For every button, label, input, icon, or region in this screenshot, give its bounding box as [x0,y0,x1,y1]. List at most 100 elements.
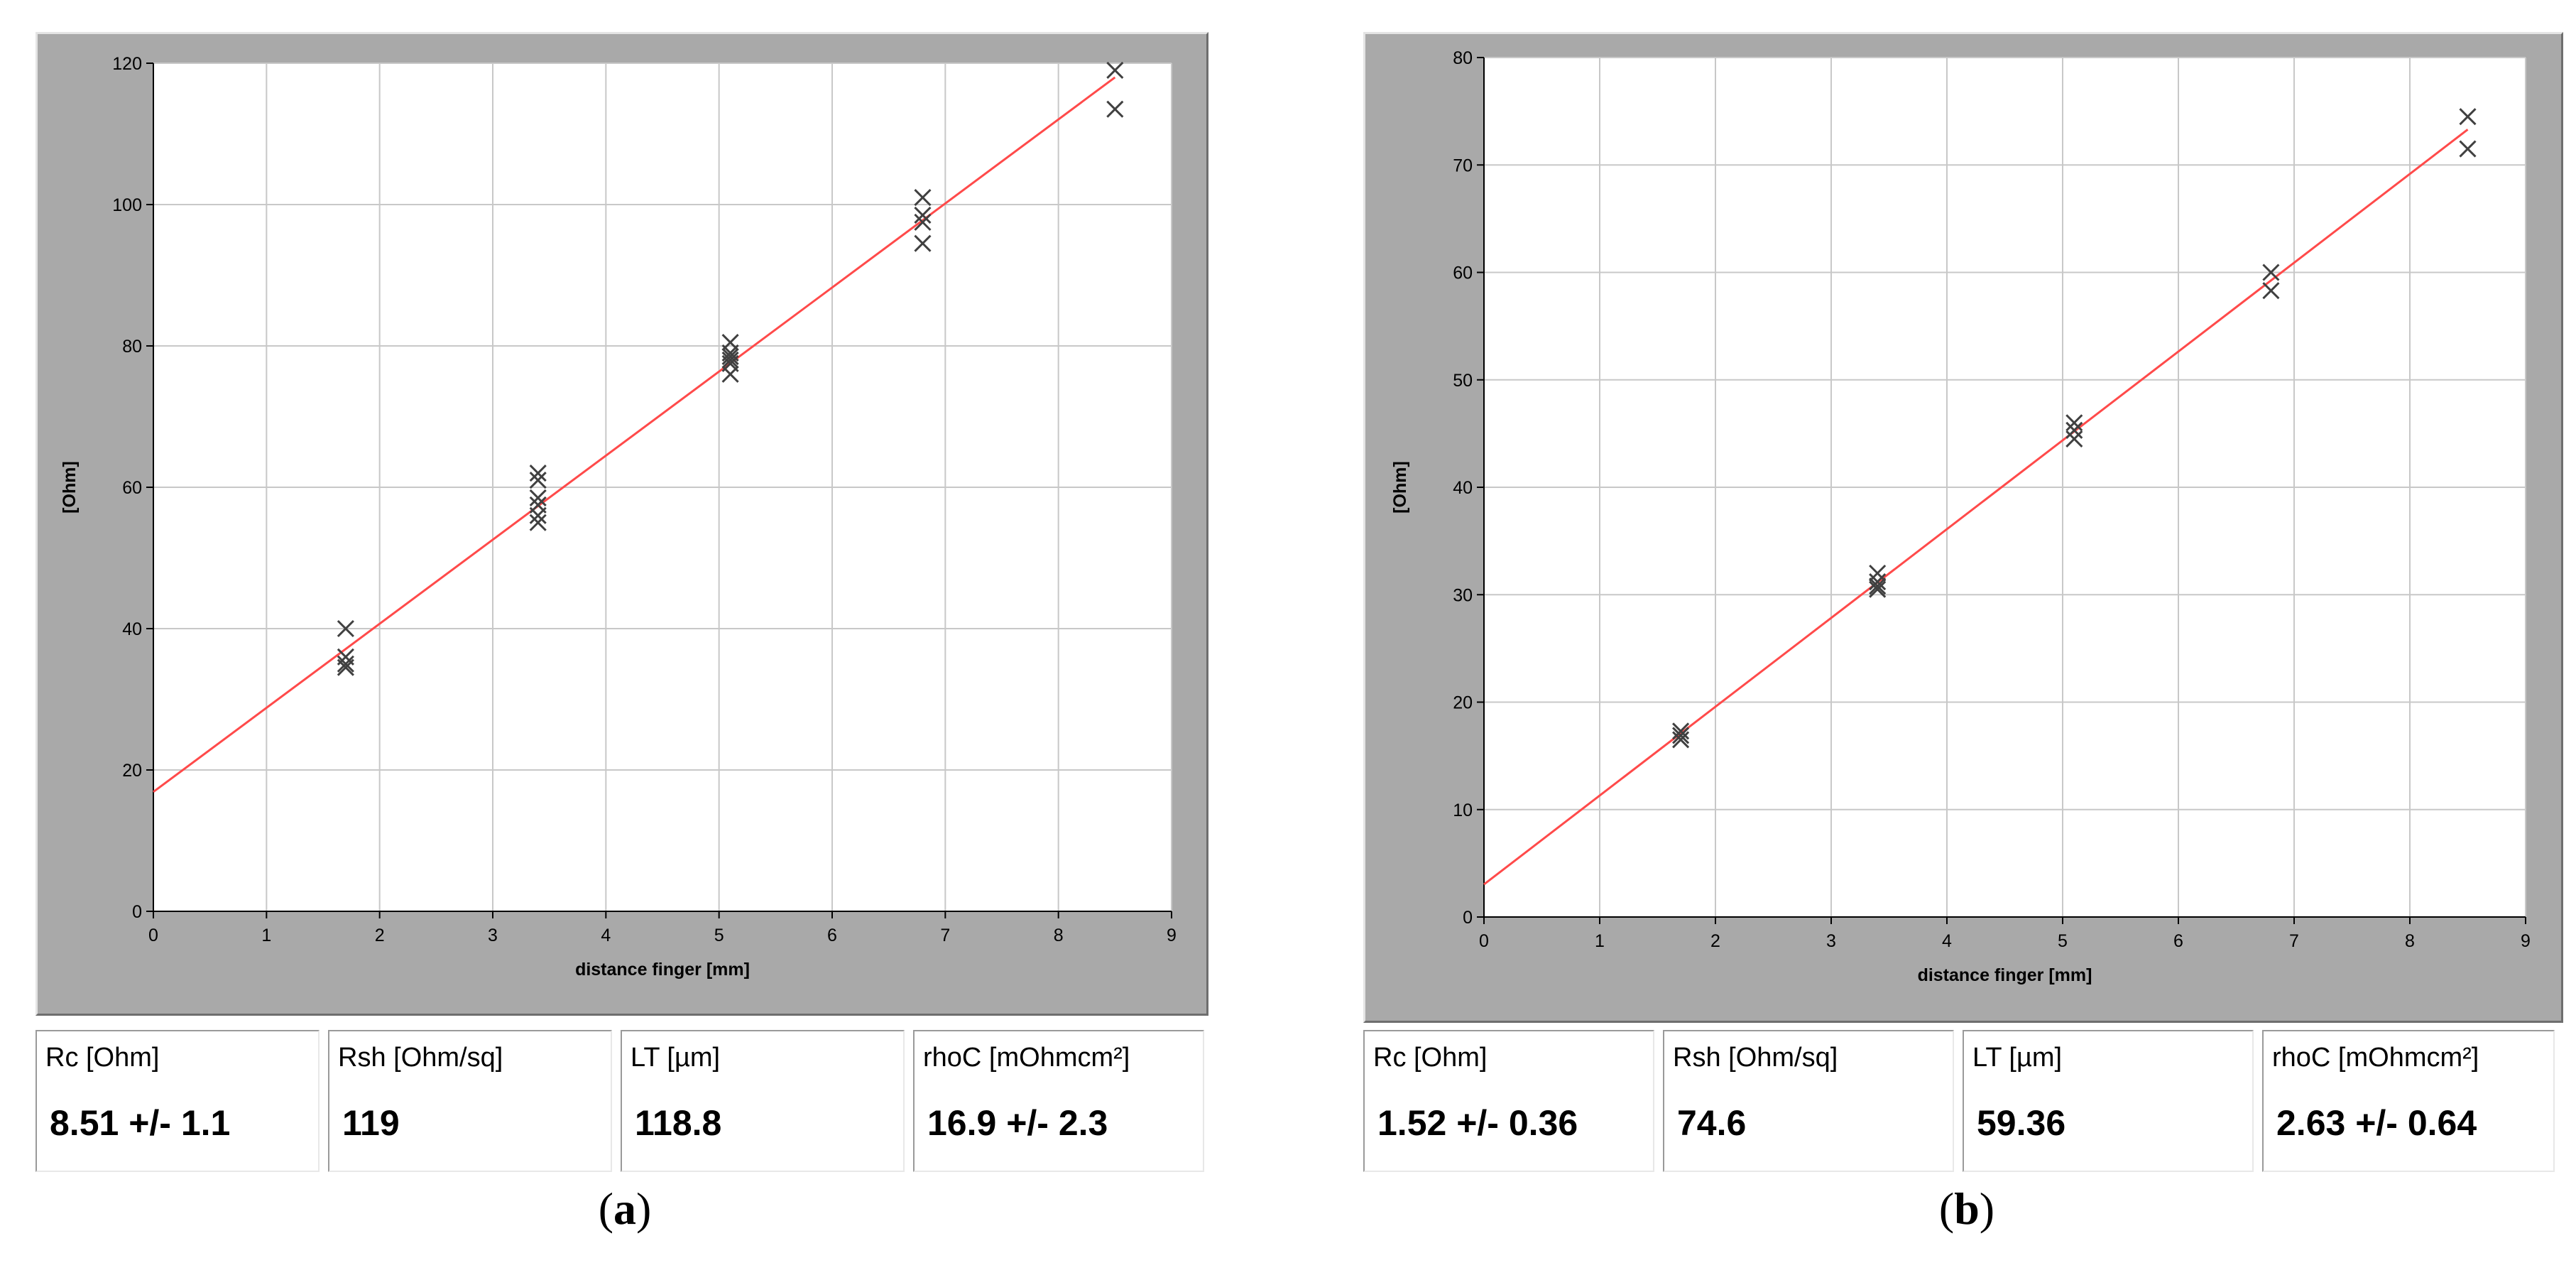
y-tick-label: 50 [1453,371,1473,391]
x-axis-label: distance finger [mm] [1918,965,2092,985]
stat-label: Rc [Ohm] [45,1043,160,1073]
chart-panel-a: 0 1 2 3 4 5 6 7 8 9 0 20 40 60 80 100 120 distance finger… [0,0,1278,1275]
stat-rc-a: Rc [Ohm] 8.51 +/- 1.1 [36,1030,320,1172]
stat-rc-b: Rc [Ohm] 1.52 +/- 0.36 [1363,1030,1654,1172]
plot-area-b: 0 1 2 3 4 5 6 7 8 9 0 10 20 30 40 50 60 70 80 distance fing… [1390,48,2531,985]
data-point [337,655,354,673]
x-tick-label: 5 [714,926,724,945]
stat-value: 74.6 [1677,1103,1747,1143]
data-point [1869,573,1887,591]
y-tick-label: 30 [1453,585,1473,605]
stats-row-a: Rc [Ohm] 8.51 +/- 1.1 Rsh [Ohm/sq] 119 L… [36,1030,1213,1172]
data-point [2262,264,2280,281]
data-point [2065,430,2083,447]
x-axis-label: distance finger [mm] [575,960,750,980]
y-tick-label: 60 [122,478,142,498]
data-point [914,234,932,252]
stat-label: Rsh [Ohm/sq] [1673,1043,1838,1073]
x-tick-label: 9 [1167,926,1177,945]
stat-label: Rsh [Ohm/sq] [338,1043,503,1073]
y-tick-label: 0 [1463,908,1473,928]
y-tick-label: 100 [112,195,142,215]
data-point [1869,564,1887,582]
plot-area-a: 0 1 2 3 4 5 6 7 8 9 0 20 40 60 80 100 120 distance finger… [60,54,1177,980]
data-point [529,506,547,524]
stat-value: 59.36 [1977,1103,2066,1143]
stat-label: rhoC [mOhmcm²] [923,1043,1130,1073]
y-tick-label: 120 [112,54,142,74]
data-point [529,465,547,482]
data-point [1672,727,1690,744]
y-tick-label: 20 [122,761,142,781]
caption-letter: a [613,1183,636,1234]
stat-rsh-b: Rsh [Ohm/sq] 74.6 [1663,1030,1954,1172]
data-point [1869,577,1887,595]
y-tick-label: 40 [1453,478,1473,498]
fit-line [1483,129,2469,886]
stat-label: LT [µm] [1972,1043,2063,1073]
y-axis-label: [Ohm] [60,461,80,514]
x-tick-label: 0 [1479,931,1489,951]
data-point [721,347,739,365]
data-point [721,365,739,383]
data-point [2262,282,2280,300]
x-tick-label: 6 [2173,931,2183,951]
x-tick-label: 6 [827,926,837,945]
data-point [1106,100,1124,118]
data-point [1869,580,1887,598]
y-tick-label: 80 [122,337,142,357]
y-tick-label: 70 [1453,156,1473,175]
x-tick-label: 8 [2405,931,2415,951]
stat-value: 1.52 +/- 0.36 [1377,1103,1578,1143]
data-point [914,188,932,207]
data-point [914,206,932,224]
x-tick-label: 3 [488,926,498,945]
y-tick-label: 60 [1453,264,1473,283]
x-tick-label: 7 [2289,931,2299,951]
y-axis-label: [Ohm] [1390,461,1410,514]
x-tick-label: 7 [940,926,950,945]
caption-a: (a) [598,1183,652,1234]
fit-line [153,76,1116,793]
data-point [529,471,547,489]
x-tick-label: 2 [375,926,385,945]
x-tick-label: 5 [2058,931,2068,951]
data-point [914,213,932,231]
data-point [2065,421,2083,439]
stats-row-b: Rc [Ohm] 1.52 +/- 0.36 Rsh [Ohm/sq] 74.6… [1363,1030,2563,1172]
stat-value: 2.63 +/- 0.64 [2276,1103,2477,1143]
stat-label: rhoC [mOhmcm²] [2272,1043,2479,1073]
x-tick-label: 0 [148,926,158,945]
data-point [529,514,547,531]
stat-value: 8.51 +/- 1.1 [50,1103,231,1143]
data-point [721,351,739,369]
stat-lt-b: LT [µm] 59.36 [1963,1030,2254,1172]
chart-panel-b: 0 1 2 3 4 5 6 7 8 9 0 10 20 30 40 50 60 70 80 distance fing… [1328,0,2576,1275]
data-point [1672,731,1690,749]
caption-letter: b [1954,1183,1980,1234]
stat-rhoc-b: rhoC [mOhmcm²] 2.63 +/- 0.64 [2262,1030,2555,1172]
data-point [529,489,547,506]
y-tick-label: 0 [132,902,142,922]
x-tick-label: 8 [1054,926,1064,945]
data-point [337,658,354,676]
stat-label: LT [µm] [631,1043,721,1073]
y-tick-label: 10 [1453,801,1473,820]
x-tick-label: 4 [601,926,611,945]
stat-label: Rc [Ohm] [1373,1043,1488,1073]
data-point [1672,722,1690,740]
stat-lt-a: LT [µm] 118.8 [621,1030,905,1172]
x-tick-label: 4 [1942,931,1952,951]
stat-value: 119 [342,1103,400,1143]
data-point [2065,414,2083,432]
x-tick-label: 1 [261,926,271,945]
y-tick-label: 40 [122,619,142,639]
data-point [2459,108,2477,126]
x-tick-label: 1 [1595,931,1605,951]
caption-b: (b) [1938,1183,1995,1234]
chart-frame-b: 0 1 2 3 4 5 6 7 8 9 0 10 20 30 40 50 60 70 80 distance fing… [1363,32,2563,1023]
stat-value: 16.9 +/- 2.3 [927,1103,1108,1143]
stat-value: 118.8 [635,1103,722,1143]
x-tick-label: 3 [1826,931,1836,951]
y-tick-label: 80 [1453,48,1473,68]
